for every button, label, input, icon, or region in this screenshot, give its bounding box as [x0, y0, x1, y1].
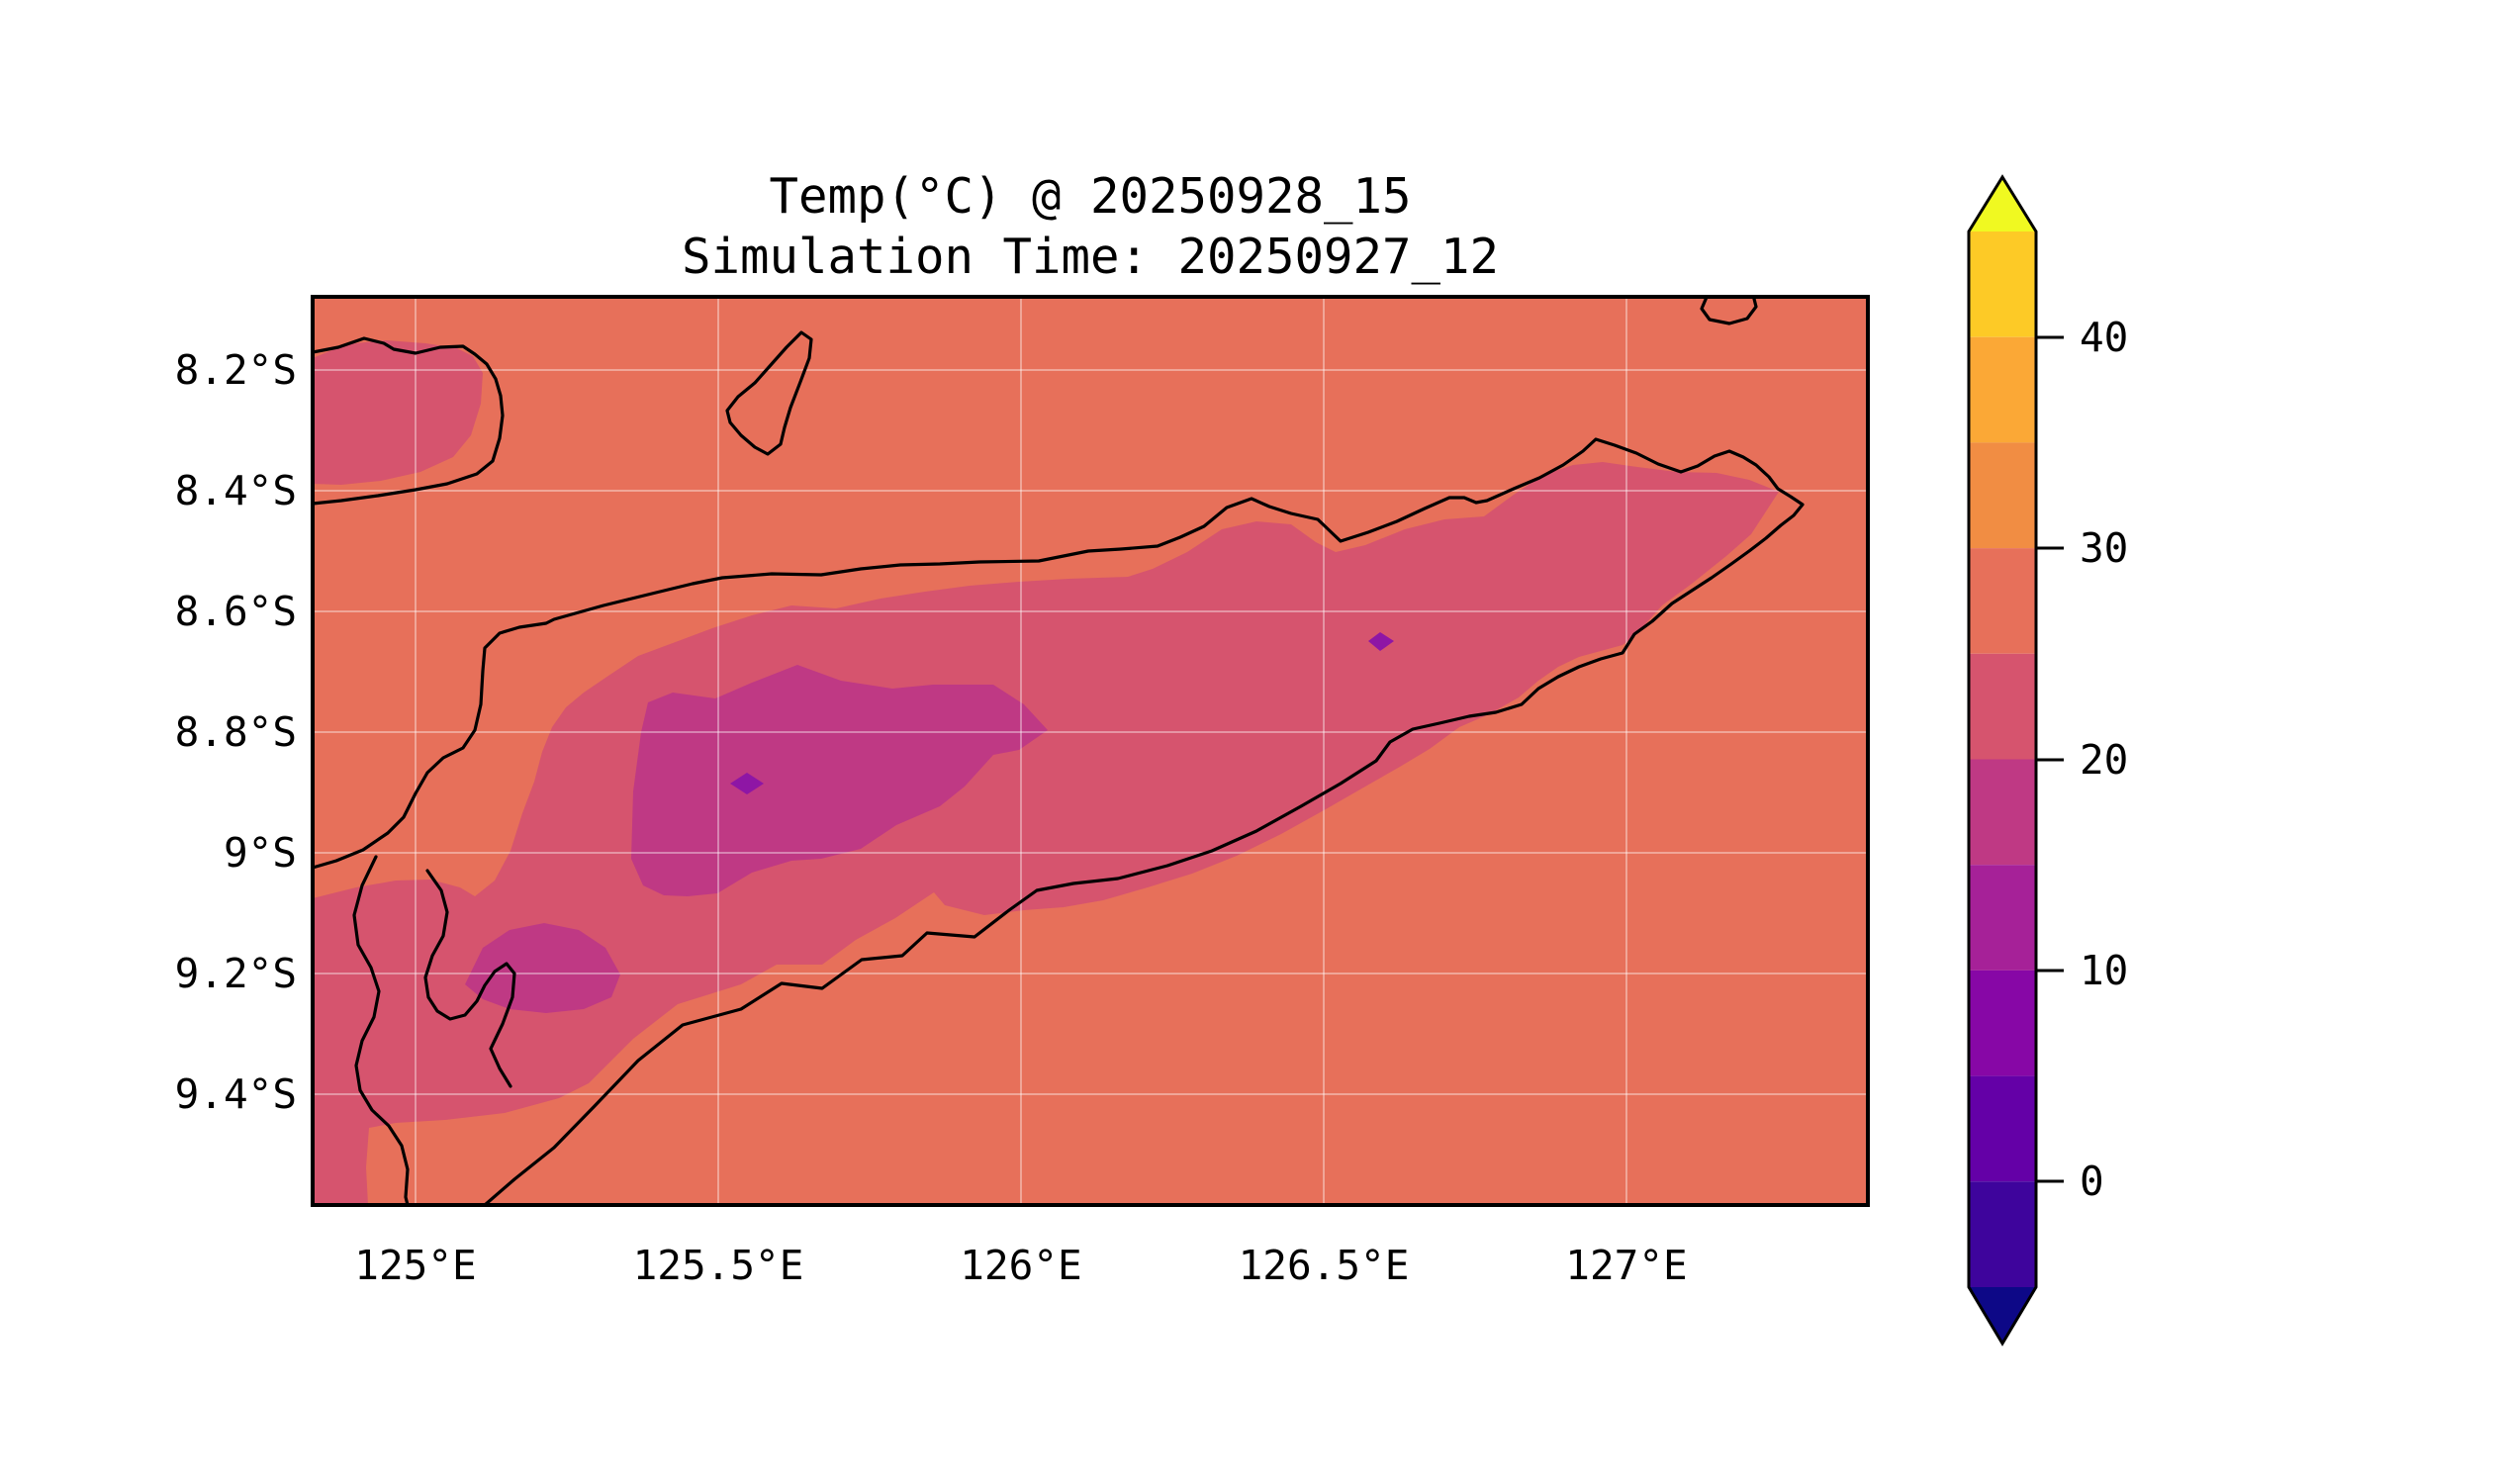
- alor-land-fill-region: [313, 340, 483, 485]
- colorbar-tick-label: 30: [2080, 524, 2129, 572]
- plot-title: Temp(°C) @ 20250928_15: [769, 168, 1412, 225]
- colorbar-segment: [1969, 548, 2036, 654]
- colorbar: [1967, 174, 2064, 1346]
- y-tick-label: 8.2°S: [174, 346, 297, 394]
- y-tick-label: 8.4°S: [174, 467, 297, 514]
- cold-spot-west-dot: [730, 773, 764, 794]
- colorbar-tick-label: 10: [2080, 947, 2129, 994]
- colorbar-segment: [1969, 442, 2036, 549]
- colorbar-segment: [1969, 1181, 2036, 1288]
- y-tick-label: 8.8°S: [174, 708, 297, 756]
- plot-subtitle: Simulation Time: 20250927_12: [681, 229, 1499, 285]
- central-highland-fill-region: [631, 665, 1048, 896]
- colorbar-outline: [1967, 174, 2038, 1346]
- colorbar-segment: [1969, 653, 2036, 760]
- x-tick-label: 125.5°E: [632, 1242, 804, 1289]
- colorbar-tick-label: 20: [2080, 736, 2129, 784]
- atauro-coastline: [725, 330, 813, 456]
- alor-coastline: [313, 336, 505, 506]
- colorbar-under-arrow: [1969, 1287, 2036, 1344]
- colorbar-ticks: [2036, 335, 2064, 1183]
- y-tick-label: 8.6°S: [174, 588, 297, 635]
- bay-coastline: [423, 869, 516, 1088]
- x-tick-label: 127°E: [1565, 1242, 1688, 1289]
- colorbar-segment: [1969, 336, 2036, 443]
- colorbar-segment: [1969, 232, 2036, 337]
- cold-spot-east-dot: [1368, 632, 1394, 651]
- colorbar-segment: [1969, 970, 2036, 1076]
- timor-land-fill-region: [313, 462, 1779, 1205]
- colorbar-tick-label: 40: [2080, 314, 2129, 361]
- timor-coastline: [313, 437, 1805, 1205]
- west-coast-meander: [352, 855, 410, 1205]
- colorbar-segment: [1969, 865, 2036, 971]
- plot-border: [311, 295, 1870, 1207]
- colorbar-segment: [1969, 1075, 2036, 1182]
- coastlines: [313, 297, 1805, 1205]
- x-tick-label: 126°E: [960, 1242, 1082, 1289]
- y-tick-label: 9.2°S: [174, 950, 297, 997]
- sw-highland-fill-region: [465, 923, 620, 1013]
- y-tick-label: 9.4°S: [174, 1070, 297, 1118]
- map-canvas: [311, 295, 1870, 1207]
- x-tick-label: 126.5°E: [1238, 1242, 1410, 1289]
- colorbar-segment: [1969, 759, 2036, 866]
- islet-coastline: [1700, 297, 1758, 325]
- x-tick-label: 125°E: [354, 1242, 477, 1289]
- colorbar-over-arrow: [1969, 177, 2036, 232]
- colorbar-tick-label: 0: [2080, 1158, 2104, 1205]
- y-tick-label: 9°S: [223, 829, 297, 877]
